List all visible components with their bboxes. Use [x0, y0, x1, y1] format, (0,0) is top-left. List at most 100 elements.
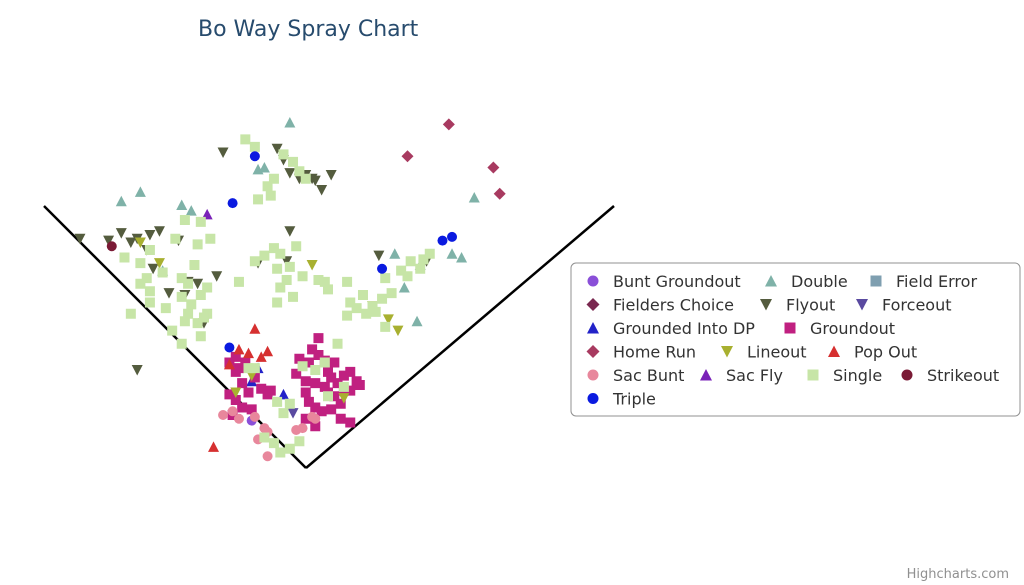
point-flyout[interactable]	[153, 226, 165, 237]
legend-item-pop-out[interactable]: Pop Out	[828, 343, 917, 362]
point-groundout[interactable]	[265, 385, 276, 396]
point-groundout[interactable]	[345, 385, 356, 396]
point-single[interactable]	[288, 156, 299, 167]
point-triple[interactable]	[249, 151, 260, 162]
point-pop-out[interactable]	[255, 351, 267, 362]
legend-item-bunt-groundout[interactable]: Bunt Groundout	[587, 272, 741, 291]
point-single[interactable]	[249, 363, 260, 374]
point-triple[interactable]	[224, 342, 235, 353]
point-groundout[interactable]	[249, 372, 260, 383]
legend-item-single[interactable]: Single	[807, 366, 883, 385]
point-groundout[interactable]	[300, 376, 311, 387]
point-sac-bunt[interactable]	[227, 406, 238, 417]
point-single[interactable]	[338, 381, 349, 392]
point-double[interactable]	[411, 315, 423, 327]
point-double[interactable]	[176, 199, 188, 211]
point-flyout[interactable]	[284, 168, 296, 179]
point-single[interactable]	[195, 331, 206, 342]
point-single[interactable]	[396, 265, 407, 276]
point-groundout[interactable]	[291, 368, 302, 379]
point-single[interactable]	[192, 239, 203, 250]
point-single[interactable]	[259, 432, 270, 443]
point-single[interactable]	[284, 261, 295, 272]
point-single[interactable]	[310, 365, 321, 375]
point-double[interactable]	[398, 282, 410, 293]
point-flyout[interactable]	[217, 147, 229, 159]
point-grounded-into-dp[interactable]	[277, 388, 289, 400]
point-single[interactable]	[297, 271, 308, 282]
point-groundout[interactable]	[230, 366, 241, 377]
point-single[interactable]	[135, 278, 146, 289]
point-groundout[interactable]	[345, 366, 356, 377]
point-single[interactable]	[243, 363, 254, 374]
point-flyout[interactable]	[125, 237, 137, 249]
point-single[interactable]	[170, 233, 181, 244]
point-single[interactable]	[367, 301, 378, 312]
point-single[interactable]	[135, 258, 146, 269]
point-double[interactable]	[258, 162, 270, 173]
credits-label[interactable]: Highcharts.com	[907, 567, 1009, 582]
point-flyout[interactable]	[325, 170, 337, 181]
point-single[interactable]	[144, 286, 155, 297]
point-home-run[interactable]	[442, 118, 455, 131]
point-flyout[interactable]	[192, 278, 204, 290]
point-triple[interactable]	[437, 235, 448, 246]
point-double[interactable]	[185, 205, 197, 216]
point-sac-bunt[interactable]	[233, 413, 244, 424]
point-single[interactable]	[319, 276, 330, 287]
point-lineout[interactable]	[246, 370, 258, 382]
point-single[interactable]	[141, 273, 152, 284]
point-single[interactable]	[167, 325, 178, 336]
point-single[interactable]	[125, 308, 136, 319]
point-single[interactable]	[300, 173, 311, 184]
point-single[interactable]	[268, 438, 279, 449]
point-single[interactable]	[288, 291, 299, 302]
point-home-run[interactable]	[401, 150, 414, 163]
point-single[interactable]	[265, 190, 276, 201]
point-single[interactable]	[176, 273, 187, 284]
point-lineout[interactable]	[153, 258, 165, 269]
point-flyout[interactable]	[284, 226, 296, 237]
legend-item-flyout[interactable]: Flyout	[760, 296, 835, 315]
point-single[interactable]	[418, 254, 429, 265]
point-pop-out[interactable]	[223, 358, 235, 370]
point-flyout[interactable]	[74, 233, 86, 245]
point-groundout[interactable]	[326, 404, 337, 415]
point-flyout[interactable]	[211, 271, 223, 282]
point-pop-out[interactable]	[233, 343, 245, 355]
point-single[interactable]	[342, 276, 353, 287]
point-triple[interactable]	[377, 263, 388, 274]
point-groundout[interactable]	[294, 353, 305, 364]
point-single[interactable]	[278, 408, 289, 419]
point-triple[interactable]	[227, 198, 238, 209]
point-single[interactable]	[144, 297, 155, 308]
point-strikeout[interactable]	[106, 241, 117, 252]
point-groundout[interactable]	[323, 366, 333, 377]
point-single[interactable]	[195, 216, 206, 227]
legend-item-lineout[interactable]: Lineout	[721, 343, 807, 362]
point-flyout[interactable]	[115, 228, 127, 239]
point-groundout[interactable]	[313, 333, 324, 344]
point-single[interactable]	[186, 299, 197, 310]
point-home-run[interactable]	[487, 161, 500, 174]
point-double[interactable]	[446, 248, 458, 259]
point-single[interactable]	[377, 293, 388, 304]
point-single[interactable]	[268, 173, 279, 184]
point-single[interactable]	[176, 291, 187, 302]
point-sac-fly[interactable]	[201, 208, 213, 220]
point-single[interactable]	[272, 297, 283, 308]
point-single[interactable]	[262, 181, 273, 192]
point-flyout[interactable]	[271, 143, 283, 155]
point-forceout[interactable]	[287, 408, 299, 419]
point-single[interactable]	[119, 252, 130, 263]
point-single[interactable]	[361, 308, 372, 319]
legend-item-fielders-choice[interactable]: Fielders Choice	[586, 296, 734, 315]
point-groundout[interactable]	[303, 396, 314, 407]
point-lineout[interactable]	[230, 387, 242, 399]
point-single[interactable]	[259, 250, 270, 261]
point-single[interactable]	[275, 282, 286, 293]
point-double[interactable]	[115, 195, 127, 207]
point-single[interactable]	[272, 396, 283, 407]
legend-item-sac-bunt[interactable]: Sac Bunt	[587, 366, 685, 385]
point-sac-bunt[interactable]	[218, 410, 229, 420]
